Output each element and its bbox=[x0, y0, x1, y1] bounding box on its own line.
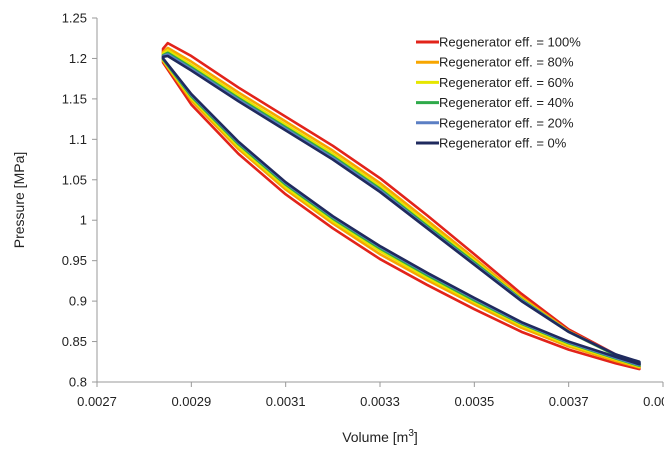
ticks: 0.0027 0.0029 0.0031 0.0033 0.0035 0.0037 0.0 0… bbox=[62, 11, 664, 410]
y-tick-label: 0.8 bbox=[69, 375, 87, 390]
legend-label-3: Regenerator eff. = 40% bbox=[439, 95, 574, 110]
y-tick-label: 0.95 bbox=[62, 253, 87, 268]
legend-label-0: Regenerator eff. = 100% bbox=[439, 35, 581, 50]
x-axis-title-sup: 3 bbox=[408, 428, 414, 439]
legend-label-5: Regenerator eff. = 0% bbox=[439, 136, 567, 151]
x-tick-label: 0.0035 bbox=[454, 394, 494, 409]
x-tick-label: 0.0031 bbox=[266, 394, 306, 409]
x-axis-title-main: Volume [m bbox=[342, 429, 408, 445]
x-tick-label: 0.0033 bbox=[360, 394, 400, 409]
x-tick-label: 0.0037 bbox=[549, 394, 589, 409]
y-tick-label: 1 bbox=[80, 213, 87, 228]
x-axis-title: Volume [m3] bbox=[342, 428, 418, 445]
legend-label-4: Regenerator eff. = 20% bbox=[439, 115, 574, 130]
y-tick-label: 0.85 bbox=[62, 334, 87, 349]
series-line-5 bbox=[161, 54, 641, 366]
y-tick-label: 1.15 bbox=[62, 91, 87, 106]
legend-label-1: Regenerator eff. = 80% bbox=[439, 55, 574, 70]
y-tick-label: 1.25 bbox=[62, 11, 87, 26]
y-tick-label: 1.2 bbox=[69, 51, 87, 66]
y-tick-label: 1.05 bbox=[62, 172, 87, 187]
x-tick-label: 0.0029 bbox=[171, 394, 211, 409]
y-tick-label: 1.1 bbox=[69, 132, 87, 147]
series-layer bbox=[161, 41, 641, 371]
x-tick-label: 0.0027 bbox=[77, 394, 117, 409]
x-axis-title-end: ] bbox=[414, 429, 418, 445]
y-tick-label: 0.9 bbox=[69, 294, 87, 309]
y-axis-title: Pressure [MPa] bbox=[11, 152, 27, 248]
legend-label-2: Regenerator eff. = 60% bbox=[439, 75, 574, 90]
x-tick-label: 0.0039 bbox=[643, 394, 664, 409]
legend: Regenerator eff. = 100% Regenerator eff. … bbox=[416, 35, 581, 151]
